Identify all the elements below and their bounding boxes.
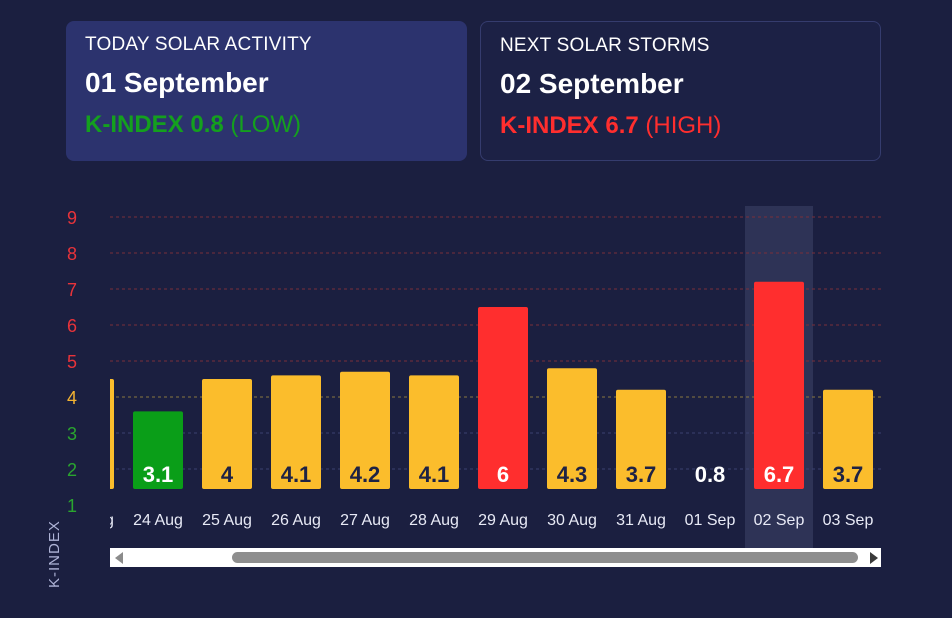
next-card-label: NEXT SOLAR STORMS <box>500 35 710 56</box>
x-tick-label: 25 Aug <box>202 512 252 529</box>
today-card-date: 01 September <box>85 67 269 98</box>
bar-value-label: 4.2 <box>350 462 381 487</box>
x-tick-label: 23 Aug <box>64 512 114 529</box>
bar-26-aug[interactable] <box>271 375 321 489</box>
bar-30-aug[interactable] <box>547 368 597 489</box>
x-tick-label: 24 Aug <box>133 512 183 529</box>
today-kindex-value: K-INDEX 0.8 <box>85 111 224 138</box>
next-kindex-line: K-INDEX 6.7 (HIGH) <box>500 112 861 140</box>
bars-group: 4 23 Aug 3.1 24 Aug 4 25 Aug 4.1 26 Aug 4.2 27 Au… <box>64 281 874 529</box>
today-kindex-level: (LOW) <box>230 111 302 138</box>
y-tick-label: 8 <box>67 244 77 264</box>
bar-value-label: 3.7 <box>833 462 864 487</box>
scroll-right-arrow-icon[interactable] <box>870 552 878 564</box>
bar-25-aug[interactable] <box>202 379 252 489</box>
bar-value-label: 0.8 <box>695 462 726 487</box>
bar-value-label: 4 <box>221 462 234 487</box>
x-tick-label: 26 Aug <box>271 512 321 529</box>
y-axis-ticks: 1 2 3 4 5 6 7 8 9 <box>67 208 77 516</box>
y-tick-label: 3 <box>67 424 77 444</box>
y-tick-label: 9 <box>67 208 77 228</box>
y-tick-label: 5 <box>67 352 77 372</box>
bar-27-aug[interactable] <box>340 371 390 489</box>
bar-value-label: 3.1 <box>143 462 174 487</box>
bar-29-aug[interactable] <box>478 307 528 489</box>
bar-02-sep[interactable] <box>754 281 804 489</box>
next-storms-card: NEXT SOLAR STORMS 02 September K-INDEX 6… <box>480 21 881 161</box>
today-activity-card: TODAY SOLAR ACTIVITY 01 September K-INDE… <box>66 21 467 161</box>
bar-28-aug[interactable] <box>409 375 459 489</box>
y-tick-label: 2 <box>67 460 77 480</box>
bar-value-label: 4 <box>83 462 96 487</box>
x-tick-label: 31 Aug <box>616 512 666 529</box>
y-tick-label: 1 <box>67 496 77 516</box>
bar-24-aug[interactable] <box>133 411 183 489</box>
bar-value-label: 4.3 <box>557 462 588 487</box>
scroll-left-arrow-icon[interactable] <box>115 552 123 564</box>
x-tick-label: 01 Sep <box>685 512 736 529</box>
x-tick-label: 27 Aug <box>340 512 390 529</box>
today-card-label: TODAY SOLAR ACTIVITY <box>85 34 312 55</box>
bar-03-sep[interactable] <box>823 389 873 489</box>
next-kindex-level: (HIGH) <box>645 112 722 139</box>
bar-23-aug[interactable] <box>64 379 114 489</box>
bar-value-label: 3.7 <box>626 462 657 487</box>
next-card-date: 02 September <box>500 68 684 99</box>
today-kindex-line: K-INDEX 0.8 (LOW) <box>85 111 448 139</box>
x-tick-label: 02 Sep <box>754 512 805 529</box>
y-tick-label: 4 <box>67 388 77 408</box>
x-tick-label: 30 Aug <box>547 512 597 529</box>
y-axis-label: K-INDEX <box>46 520 63 588</box>
x-tick-label: 03 Sep <box>823 512 874 529</box>
chart-horizontal-scrollbar[interactable] <box>110 548 881 567</box>
bar-value-label: 6 <box>497 462 509 487</box>
scroll-thumb[interactable] <box>232 552 858 563</box>
next-kindex-value: K-INDEX 6.7 <box>500 112 639 139</box>
y-tick-label: 6 <box>67 316 77 336</box>
bar-value-label: 4.1 <box>419 462 450 487</box>
bar-value-label: 4.1 <box>281 462 312 487</box>
y-tick-label: 7 <box>67 280 77 300</box>
bar-value-label: 6.7 <box>764 462 795 487</box>
bar-31-aug[interactable] <box>616 389 666 489</box>
x-tick-label: 28 Aug <box>409 512 459 529</box>
x-tick-label: 29 Aug <box>478 512 528 529</box>
